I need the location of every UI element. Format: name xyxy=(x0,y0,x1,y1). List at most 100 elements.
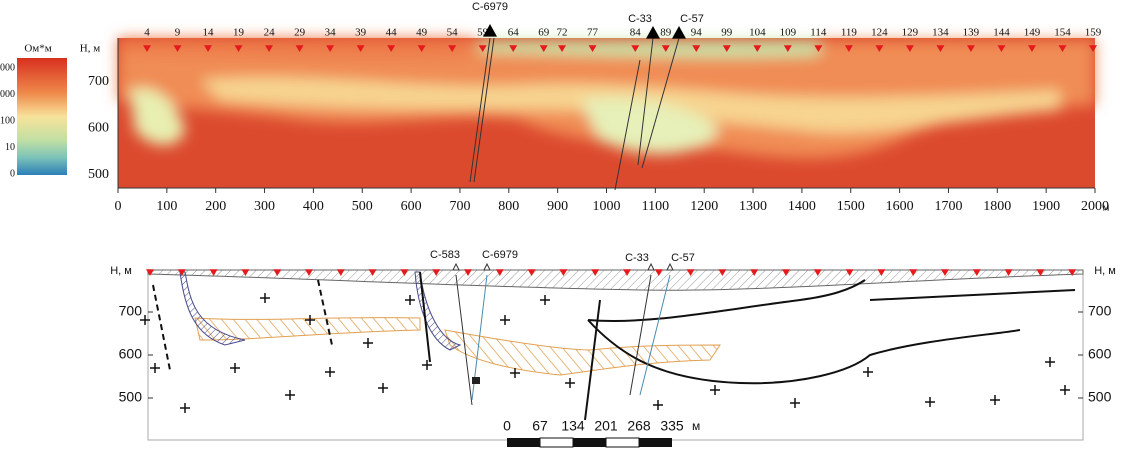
x-tick-label: 2000 xyxy=(1081,199,1109,214)
scale-label: 67 xyxy=(532,418,548,434)
y-axis-label: Н, м xyxy=(80,43,100,55)
station-marker xyxy=(448,45,457,52)
unit-label: Ом*м xyxy=(24,43,51,55)
legend-label: 100 xyxy=(0,115,15,126)
station-label: 39 xyxy=(355,27,367,39)
station-marker xyxy=(782,269,790,276)
ore-zone xyxy=(194,317,421,341)
station-marker xyxy=(1089,45,1097,52)
y-tick-label: 600 xyxy=(88,121,109,136)
station-marker xyxy=(1058,45,1067,52)
x-tick-label: 0 xyxy=(115,199,122,214)
x-tick-label: 1200 xyxy=(690,199,718,214)
station-label: 84 xyxy=(630,27,642,39)
scale-unit: м xyxy=(692,419,700,433)
station-label: 77 xyxy=(587,27,599,39)
x-tick-label: 1100 xyxy=(642,199,669,214)
legend-label: 10 xyxy=(5,142,15,153)
fault xyxy=(584,299,601,421)
x-tick-label: 400 xyxy=(303,199,324,214)
well-trace xyxy=(641,37,680,169)
station-marker xyxy=(234,45,243,52)
station-marker xyxy=(495,269,504,276)
station-marker xyxy=(966,45,975,52)
station-label: 24 xyxy=(264,27,276,39)
legend-label: 10 000 xyxy=(0,62,15,73)
rock-symbol xyxy=(565,378,575,388)
y-tick-label: 500 xyxy=(119,389,143,405)
station-marker xyxy=(387,45,396,52)
x-tick-label: 1400 xyxy=(788,199,816,214)
station-marker xyxy=(631,45,640,52)
station-marker xyxy=(661,45,670,52)
station-label: 14 xyxy=(203,27,215,39)
station-label: 124 xyxy=(871,27,888,39)
well-label: С-33 xyxy=(628,13,652,25)
resistivity-fill xyxy=(118,38,1095,159)
station-label: 34 xyxy=(325,27,337,39)
rock-symbol xyxy=(260,293,270,303)
station-marker xyxy=(654,269,663,276)
station-marker xyxy=(146,269,154,276)
rock-symbol xyxy=(325,367,335,377)
x-tick-label: 1900 xyxy=(1032,199,1060,214)
station-label: 54 xyxy=(447,27,459,39)
rock-symbol xyxy=(363,338,373,348)
rock-symbol xyxy=(1045,357,1055,367)
geology-section xyxy=(147,269,1084,441)
color-scale xyxy=(17,58,67,175)
y-tick-label: 600 xyxy=(1088,346,1112,362)
station-marker xyxy=(623,269,631,276)
station-label: 89 xyxy=(660,27,672,39)
fault xyxy=(419,271,431,363)
rock-symbol xyxy=(230,363,240,373)
station-label: 144 xyxy=(993,27,1010,39)
formation-boundary xyxy=(587,279,1076,385)
rock-symbol xyxy=(305,315,315,325)
station-marker xyxy=(478,45,487,52)
y-tick-label: 500 xyxy=(1088,389,1112,405)
station-marker xyxy=(909,269,918,276)
station-marker xyxy=(588,45,597,52)
station-label: 4 xyxy=(144,27,150,39)
station-marker xyxy=(875,45,884,52)
x-unit: м xyxy=(1103,202,1110,214)
station-marker xyxy=(753,45,762,52)
station-marker xyxy=(265,45,274,52)
well-label: С-33 xyxy=(625,252,649,264)
station-marker xyxy=(722,45,731,52)
legend-label: 1 000 xyxy=(0,89,15,100)
x-tick-label: 1800 xyxy=(983,199,1011,214)
station-marker xyxy=(783,45,792,52)
x-tick-label: 1700 xyxy=(934,199,962,214)
rock-symbol xyxy=(540,295,550,305)
rock-symbol xyxy=(405,295,415,305)
station-marker xyxy=(877,269,886,276)
legend-label: 0 xyxy=(10,168,15,179)
fault xyxy=(317,279,333,346)
x-tick-label: 500 xyxy=(352,199,373,214)
station-marker xyxy=(417,45,426,52)
station-marker xyxy=(509,45,518,52)
station-marker xyxy=(432,269,441,276)
station-marker xyxy=(559,269,568,276)
rock-symbol xyxy=(990,395,1000,405)
well-label: С-57 xyxy=(671,252,695,264)
y-tick-label: 700 xyxy=(88,74,109,89)
station-marker xyxy=(558,45,567,52)
rock-symbol xyxy=(653,400,663,410)
station-label: 64 xyxy=(508,27,520,39)
well-label: С-6979 xyxy=(482,249,518,261)
station-marker xyxy=(692,45,701,52)
station-label: 69 xyxy=(538,27,550,39)
station-label: 9 xyxy=(175,27,181,39)
x-tick-label: 1300 xyxy=(739,199,767,214)
rock-symbol xyxy=(140,315,150,325)
marker xyxy=(472,377,480,384)
well-trace xyxy=(637,37,654,166)
well-marker xyxy=(483,262,491,271)
station-label: 129 xyxy=(902,27,919,39)
station-marker xyxy=(591,269,600,276)
rock-symbol xyxy=(500,315,510,325)
station-marker xyxy=(209,269,218,276)
